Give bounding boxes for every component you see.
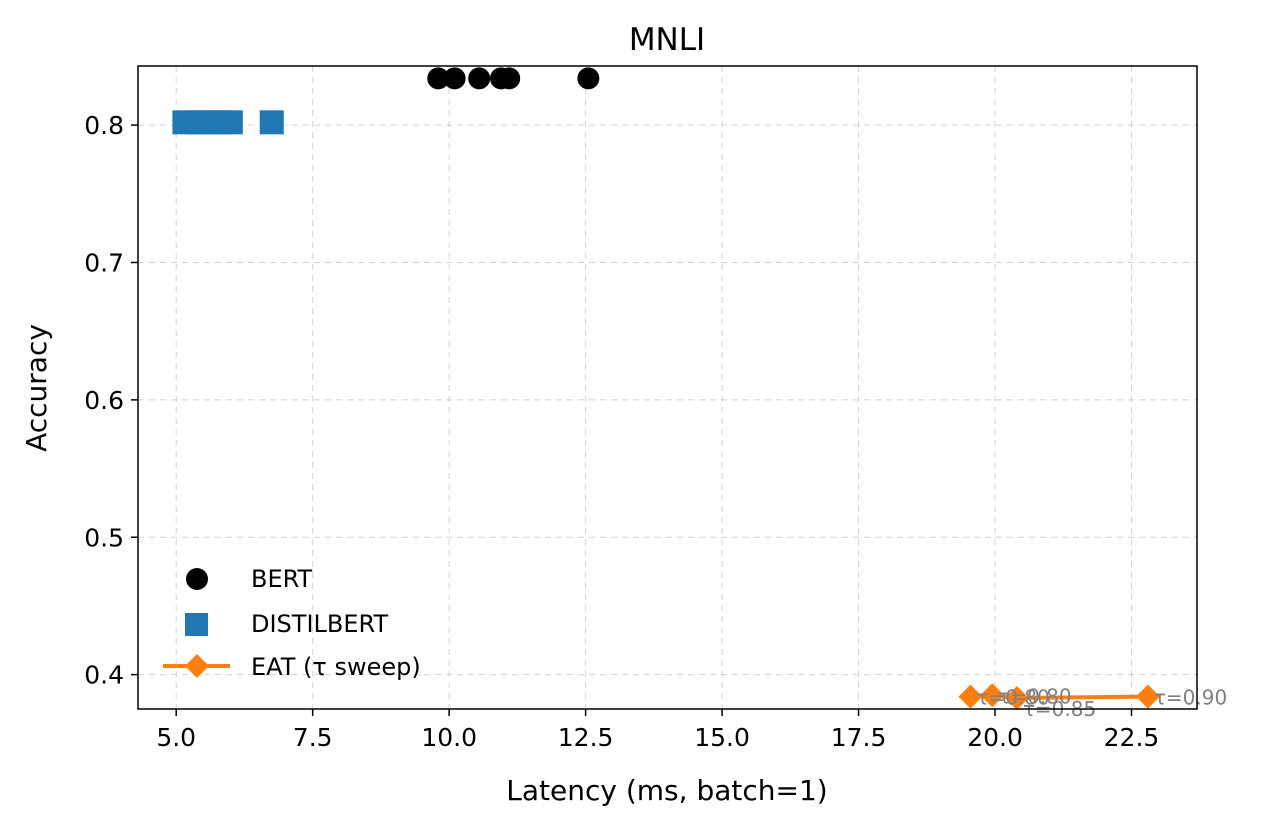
point-annotation: τ=0.90 xyxy=(1154,686,1227,710)
legend-marker-eat xyxy=(185,654,209,678)
legend-entry-eat: EAT (τ sweep) xyxy=(163,653,421,681)
legend-entry-bert: BERT xyxy=(186,565,313,593)
y-tick-label: 0.7 xyxy=(84,248,124,277)
data-point-eat-sweep xyxy=(1004,686,1029,711)
y-tick-label: 0.4 xyxy=(84,661,124,690)
data-point-bert xyxy=(468,67,491,90)
x-tick-label: 15.0 xyxy=(694,723,750,752)
series-eat-sweep xyxy=(958,683,1160,711)
legend-label-bert: BERT xyxy=(251,565,313,593)
y-axis-ticks: 0.4 0.5 0.6 0.7 0.8 xyxy=(84,111,138,690)
x-axis-ticks: 5.0 7.5 10.0 12.5 15.0 17.5 20.0 22.5 xyxy=(156,709,1159,752)
x-tick-label: 7.5 xyxy=(293,723,333,752)
series-distilbert xyxy=(172,110,284,135)
x-tick-label: 5.0 xyxy=(156,723,196,752)
data-point-bert xyxy=(427,67,450,90)
y-tick-label: 0.5 xyxy=(84,523,124,552)
chart-title: MNLI xyxy=(629,22,705,58)
series-bert xyxy=(427,67,600,90)
data-point-eat-sweep xyxy=(1135,684,1160,709)
point-annotations: τ=0.80τ=0.80τ=0.85 τ=0.90 xyxy=(976,684,1227,721)
data-point-bert xyxy=(498,67,521,90)
legend-marker-distilbert xyxy=(185,613,208,636)
y-tick-label: 0.8 xyxy=(84,111,124,140)
x-tick-label: 22.5 xyxy=(1104,723,1160,752)
legend-label-distilbert: DISTILBERT xyxy=(251,610,388,638)
y-tick-label: 0.6 xyxy=(84,386,124,415)
point-annotation: τ=0.80 xyxy=(998,684,1071,708)
data-point-eat-sweep xyxy=(980,683,1005,708)
legend-marker-bert xyxy=(186,568,208,590)
legend-entry-distilbert: DISTILBERT xyxy=(185,610,388,638)
y-axis-label: Accuracy xyxy=(20,324,53,452)
data-point-eat-sweep xyxy=(958,684,983,709)
x-axis-label: Latency (ms, batch=1) xyxy=(506,774,827,807)
data-point-bert xyxy=(443,67,466,90)
grid xyxy=(138,66,1197,709)
data-point-distilbert xyxy=(259,110,284,135)
x-tick-label: 12.5 xyxy=(558,723,614,752)
point-annotation: τ=0.80 xyxy=(976,686,1049,710)
data-point-distilbert xyxy=(218,110,243,135)
x-tick-label: 20.0 xyxy=(967,723,1023,752)
x-tick-label: 10.0 xyxy=(421,723,477,752)
x-tick-label: 17.5 xyxy=(831,723,887,752)
legend: BERT DISTILBERT EAT (τ sweep) xyxy=(163,565,421,681)
plot-frame xyxy=(137,65,1198,710)
legend-label-eat: EAT (τ sweep) xyxy=(251,653,421,681)
plot-series xyxy=(172,67,1160,711)
data-point-bert xyxy=(577,67,600,90)
